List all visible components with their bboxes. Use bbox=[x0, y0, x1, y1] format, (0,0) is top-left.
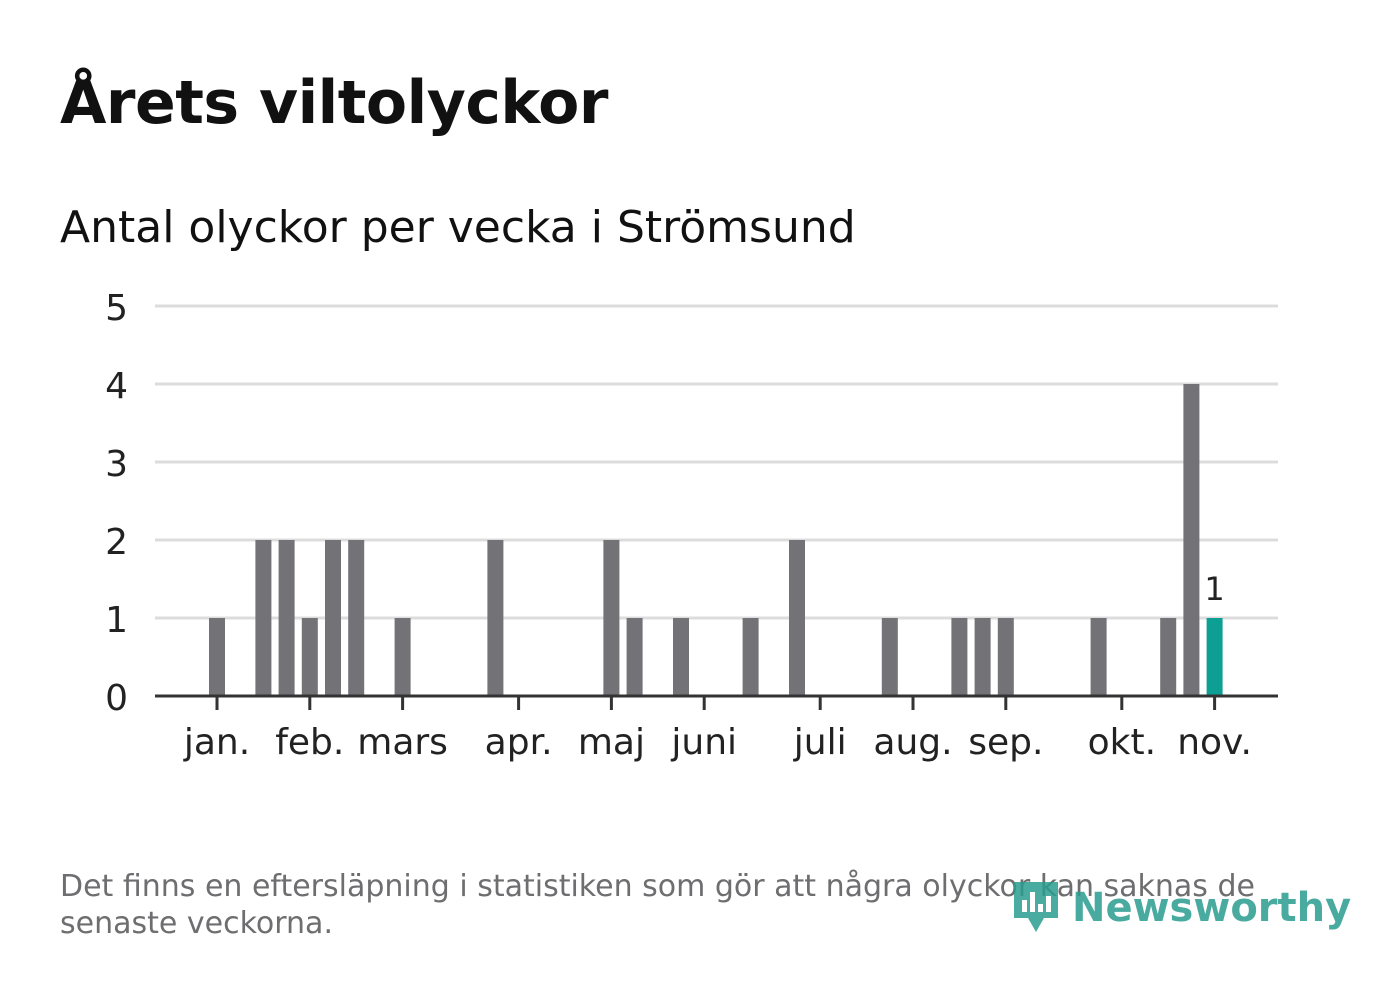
bar bbox=[487, 540, 504, 696]
bar bbox=[742, 618, 759, 696]
bar bbox=[974, 618, 991, 696]
bar bbox=[348, 540, 365, 696]
data-label: 1 bbox=[1204, 570, 1224, 608]
bar bbox=[951, 618, 968, 696]
x-tick-label: mars bbox=[357, 722, 448, 763]
y-tick-label: 3 bbox=[105, 444, 128, 485]
y-tick-label: 5 bbox=[105, 288, 128, 329]
y-tick-label: 1 bbox=[105, 600, 128, 641]
x-tick-label: apr. bbox=[485, 722, 553, 763]
x-axis: jan. feb. mars apr. maj juni juli aug. sep. okt. n… bbox=[155, 694, 1278, 763]
chart-title: Årets viltolyckor bbox=[60, 68, 609, 138]
logo-text: Newsworthy bbox=[1072, 885, 1352, 931]
x-tick-label: feb. bbox=[275, 722, 344, 763]
bar bbox=[997, 618, 1014, 696]
x-tick-label: juni bbox=[670, 722, 737, 763]
bar bbox=[626, 618, 643, 696]
bar bbox=[881, 618, 898, 696]
data-labels: 1 bbox=[1204, 570, 1224, 608]
bar bbox=[673, 618, 689, 696]
bar bbox=[603, 540, 620, 696]
x-tick-label: juli bbox=[793, 722, 847, 763]
y-axis: 0 1 2 3 4 5 bbox=[105, 288, 128, 719]
bar bbox=[394, 618, 411, 696]
bar bbox=[278, 540, 295, 696]
bar bbox=[789, 540, 805, 696]
bar bbox=[1160, 618, 1177, 696]
gridlines bbox=[155, 304, 1278, 620]
x-tick-label: jan. bbox=[183, 722, 250, 763]
chart-subtitle: Antal olyckor per vecka i Strömsund bbox=[60, 202, 856, 253]
bar-highlighted bbox=[1206, 618, 1223, 696]
bar bbox=[301, 618, 318, 696]
y-tick-label: 0 bbox=[105, 678, 128, 719]
bars bbox=[209, 384, 1223, 696]
newsworthy-logo: Newsworthy bbox=[1010, 878, 1351, 938]
bar bbox=[209, 618, 225, 696]
bar bbox=[1090, 618, 1107, 696]
bar bbox=[1183, 384, 1200, 696]
bar bbox=[325, 540, 341, 696]
bar bbox=[255, 540, 272, 696]
x-tick-label: aug. bbox=[873, 722, 952, 763]
y-tick-label: 4 bbox=[105, 366, 128, 407]
x-tick-label: sep. bbox=[968, 722, 1043, 763]
x-tick-label: maj bbox=[578, 722, 645, 763]
x-tick-label: okt. bbox=[1088, 722, 1156, 763]
x-tick-label: nov. bbox=[1177, 722, 1252, 763]
newsworthy-logo-icon bbox=[1014, 882, 1058, 932]
y-tick-label: 2 bbox=[105, 522, 128, 563]
